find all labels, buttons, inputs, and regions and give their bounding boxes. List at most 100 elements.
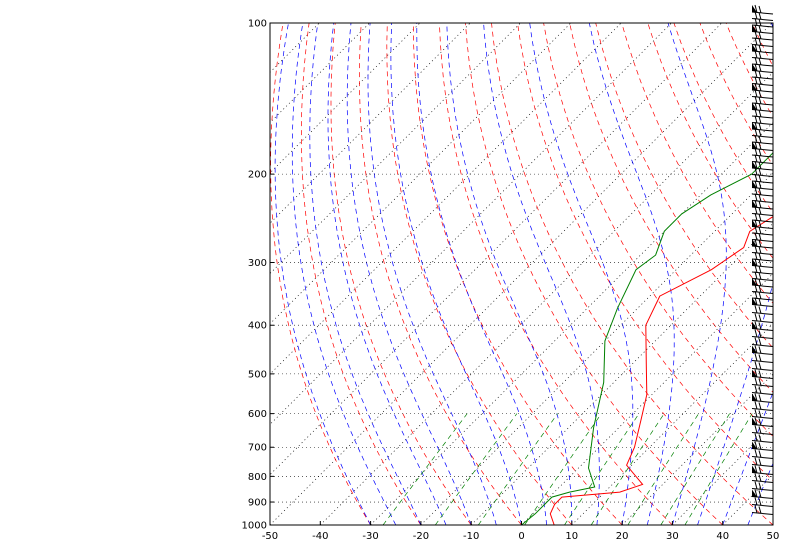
wind-barb-feather [758, 434, 762, 442]
wind-barb-feather [758, 354, 762, 362]
wind-barb-feather [758, 386, 762, 394]
dry-adiabat-line [270, 23, 371, 525]
wind-barb-feather [754, 219, 758, 228]
wind-barb-feather [758, 142, 762, 150]
mixing-ratio-line [435, 413, 518, 525]
wind-barb-feather [754, 264, 758, 273]
wind-barb-feather [754, 43, 758, 52]
wind-barb [751, 393, 774, 403]
wind-barb-feather [758, 83, 762, 92]
x-tick-label: -10 [463, 531, 479, 542]
wind-barb-feather [758, 135, 762, 144]
wind-barb [751, 321, 774, 331]
moist-adiabat-line [529, 23, 634, 525]
wind-barb-feather [754, 173, 758, 182]
wind-barb [751, 489, 774, 499]
y-tick-label: 300 [248, 258, 267, 269]
wind-barb-staff [751, 456, 774, 459]
moist-adiabat-line [667, 23, 727, 525]
x-tick-label: 0 [518, 531, 524, 542]
thermodynamic-background [270, 23, 790, 525]
wind-barb [751, 345, 774, 355]
wind-barb-feather [758, 187, 762, 196]
wind-barb-feather [758, 426, 762, 434]
isotherm-line [722, 474, 773, 525]
wind-barb-feather [754, 449, 758, 458]
wind-barb-feather [758, 272, 762, 280]
wind-barb-staff [751, 384, 774, 387]
wind-barb [751, 481, 774, 491]
wind-barb-feather [758, 70, 762, 79]
y-tick-label: 400 [248, 321, 267, 332]
dry-adiabat-line [330, 23, 472, 525]
wind-barb-feather [754, 297, 758, 306]
wind-barb-feather [758, 362, 762, 370]
wind-barb-feather [754, 417, 758, 426]
wind-barb [751, 361, 774, 371]
wind-barb-feather [754, 108, 758, 117]
wind-barb-feather [754, 4, 758, 13]
wind-barb-feather [758, 291, 762, 300]
wind-barb-flag [752, 83, 757, 91]
wind-barb-feather [758, 129, 762, 137]
dry-adiabat-line [491, 23, 773, 525]
wind-barb-flag [752, 141, 757, 149]
moist-adiabat-line [327, 23, 447, 525]
wind-barb-feather [754, 433, 758, 442]
y-tick-label: 800 [248, 472, 267, 483]
wind-barb-flag [752, 24, 757, 32]
wind-barb [751, 377, 774, 387]
wind-barb-feather [754, 167, 758, 176]
wind-barb-feather [758, 31, 762, 40]
mixing-ratio-line [382, 413, 468, 525]
wind-barb-feather [758, 12, 762, 20]
wind-barb-feather [754, 497, 758, 506]
wind-barb-staff [751, 488, 774, 491]
wind-barb-feather [758, 278, 762, 287]
wind-barb-feather [758, 213, 762, 222]
wind-barb-flag [752, 44, 757, 52]
wind-barb-feather [758, 306, 762, 314]
y-tick-label: 100 [248, 19, 267, 30]
wind-barb-feather [754, 305, 758, 314]
isotherm-line [270, 23, 572, 325]
y-tick-label: 1000 [242, 521, 267, 532]
dry-adiabat-line [778, 23, 790, 525]
wind-barb [751, 369, 774, 379]
wind-barb-feather [758, 5, 762, 14]
wind-barb-feather [758, 207, 762, 215]
isotherm-line [772, 524, 773, 525]
dry-adiabat-line [517, 23, 773, 482]
wind-barb [751, 457, 774, 467]
x-tick-label: -50 [262, 531, 278, 542]
x-tick-label: -40 [312, 531, 328, 542]
moist-adiabat-line [772, 524, 773, 525]
wind-barb-feather [758, 458, 762, 466]
wind-barb [751, 441, 774, 451]
wind-barb-feather [758, 298, 762, 306]
wind-barb [751, 305, 774, 315]
moist-adiabat-line [367, 23, 497, 525]
moist-adiabat-line [697, 23, 773, 525]
dry-adiabat-line [595, 23, 773, 349]
wind-barb-staff [751, 432, 774, 435]
moist-adiabat-line [416, 23, 548, 525]
wind-barb-feather [758, 116, 762, 124]
wind-barb-feather [754, 425, 758, 434]
x-tick-label: 20 [616, 531, 629, 542]
y-axis: 100 200 300 400 500 600 700 800 900 1000 [242, 19, 274, 532]
wind-barb-flag [752, 239, 757, 247]
wind-barb-feather [754, 225, 758, 234]
wind-barb-flag [752, 180, 757, 188]
wind-barb-flag [752, 417, 757, 425]
x-axis: -50 -40 -30 -20 -10 0 10 20 30 40 50 [262, 521, 779, 542]
wind-barb-feather [754, 11, 758, 20]
moist-adiabat-line [291, 23, 397, 525]
sounding-profiles [521, 152, 773, 525]
wind-barb [751, 425, 774, 435]
wind-barb-feather [754, 102, 758, 111]
wind-barb-feather [754, 277, 758, 286]
y-tick-label: 200 [248, 170, 267, 181]
wind-barb-staff [751, 416, 774, 419]
